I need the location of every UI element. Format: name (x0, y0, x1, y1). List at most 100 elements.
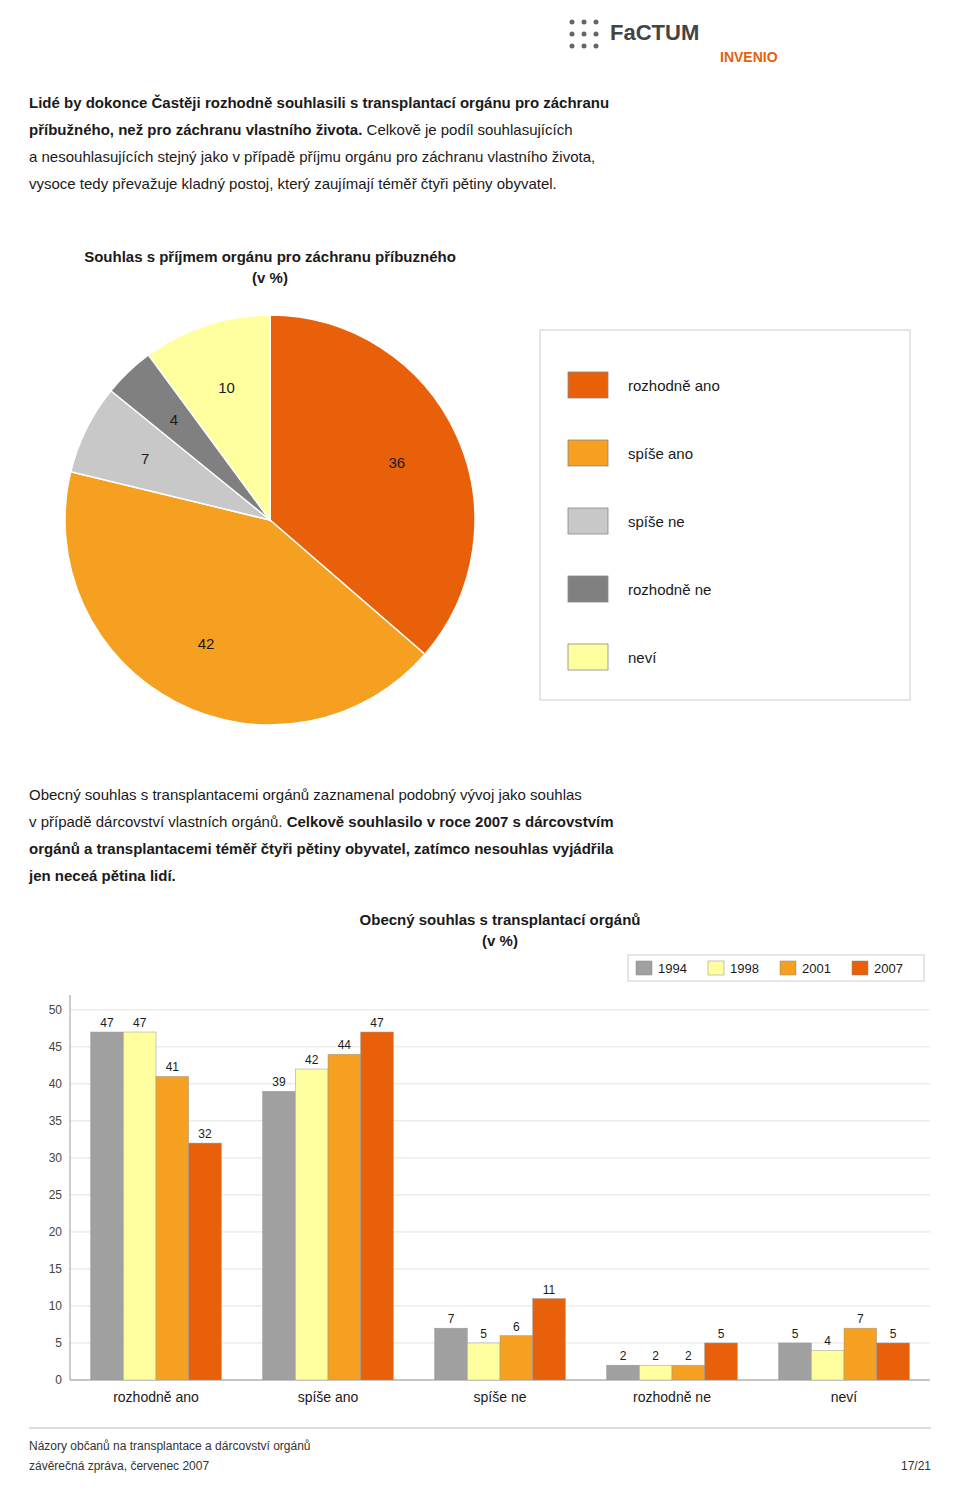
y-tick-label: 0 (55, 1373, 62, 1387)
bar-legend-frame (628, 955, 924, 981)
bar (533, 1299, 566, 1380)
pie-data-label: 42 (198, 635, 215, 652)
bar (328, 1054, 361, 1380)
pie-legend-swatch (568, 644, 608, 670)
grid-line (70, 1046, 930, 1047)
y-ticks: 05101520253035404550 (49, 1003, 63, 1387)
bar (639, 1365, 672, 1380)
bar (295, 1069, 328, 1380)
bar-data-label: 42 (305, 1053, 319, 1067)
middle-normal: v případě dárcovství vlastních orgánů. (29, 813, 282, 830)
bar-data-label: 11 (543, 1283, 556, 1297)
logo-dot (594, 44, 599, 49)
bar-subtitle: (v %) (482, 932, 518, 949)
bar-data-label: 6 (513, 1320, 520, 1334)
pie-wedge (148, 315, 270, 520)
bar-data-label: 7 (448, 1312, 455, 1326)
logo-dot (570, 20, 575, 25)
bar (705, 1343, 738, 1380)
bar-data-label: 2 (652, 1349, 659, 1363)
bar (435, 1328, 468, 1380)
bar-data-label: 41 (166, 1060, 180, 1074)
header-line: a nesouhlasujících stejný jako v případě… (29, 148, 595, 165)
y-tick-label: 35 (49, 1114, 63, 1128)
pie-legend-swatch (568, 576, 608, 602)
bar (779, 1343, 812, 1380)
bar-legend-swatch (780, 961, 796, 975)
pie-title: Souhlas s příjmem orgánu pro záchranu př… (84, 248, 456, 265)
bar-legend-swatch (708, 961, 724, 975)
pie-legend: rozhodně ano spíše ano spíše ne rozhodně ne… (540, 330, 910, 700)
bar-data-label: 39 (272, 1075, 286, 1089)
page-number: 17/21 (901, 1459, 931, 1473)
pie-legend-frame (540, 330, 910, 700)
pie-legend-swatch (568, 440, 608, 466)
bar-legend-swatch (636, 961, 652, 975)
header-line: vysoce tedy převažuje kladný postoj, kte… (29, 175, 557, 192)
bar (361, 1032, 394, 1380)
bar-data-label: 47 (370, 1016, 384, 1030)
middle-line: v případě dárcovství vlastních orgánů. C… (29, 813, 613, 830)
bar-data-label: 47 (100, 1016, 114, 1030)
middle-text: Obecný souhlas s transplantacemi orgánů … (28, 786, 614, 884)
footer-line: Názory občanů na transplantace a dárcovs… (29, 1439, 311, 1453)
pie-data-label: 36 (388, 454, 405, 471)
pie-legend-label: neví (628, 649, 657, 666)
header-bold: příbužného, než pro záchranu vlastního ž… (29, 121, 362, 138)
x-tick-label: spíše ano (298, 1389, 359, 1405)
x-tick-label: neví (831, 1389, 858, 1405)
bar-legend-label: 2007 (874, 961, 903, 976)
bar-data-label: 2 (685, 1349, 692, 1363)
bar (844, 1328, 877, 1380)
bar-title: Obecný souhlas s transplantací orgánů (360, 911, 641, 928)
bar (811, 1350, 844, 1380)
pie-subtitle: (v %) (252, 269, 288, 286)
bar (123, 1032, 156, 1380)
bar-chart: Obecný souhlas s transplantací orgánů (v … (49, 911, 930, 1405)
bar-data-label: 4 (824, 1334, 831, 1348)
middle-bold: Celkově souhlasilo v roce 2007 s dárcovs… (282, 813, 613, 830)
bar-legend-label: 2001 (802, 961, 831, 976)
middle-line: Obecný souhlas s transplantacemi orgánů … (29, 786, 582, 803)
pie-labels: 36427410 (141, 379, 405, 652)
bar-data-label: 5 (792, 1327, 799, 1341)
bar (500, 1336, 533, 1380)
y-tick-label: 25 (49, 1188, 63, 1202)
pie-legend-label: rozhodně ne (628, 581, 711, 598)
bar-data-label: 44 (338, 1038, 352, 1052)
bar-legend: 1994 1998 2001 2007 (628, 955, 924, 981)
bar-data-label: 32 (198, 1127, 212, 1141)
pie-legend-label: spíše ne (628, 513, 685, 530)
bar (156, 1076, 189, 1380)
bar-legend-label: 1994 (658, 961, 687, 976)
bar-data-label: 47 (133, 1016, 147, 1030)
bar-data-labels: 47397254742524414462732471155 (100, 1016, 896, 1363)
footer-line: závěrečná zpráva, červenec 2007 (29, 1459, 209, 1473)
pie-legend-swatch (568, 508, 608, 534)
pie-legend-label: spíše ano (628, 445, 693, 462)
bar (91, 1032, 124, 1380)
y-tick-label: 10 (49, 1299, 63, 1313)
header-line: příbužného, než pro záchranu vlastního ž… (29, 121, 573, 138)
background (0, 0, 960, 1504)
bar-legend-label: 1998 (730, 961, 759, 976)
bar-legend-swatch (852, 961, 868, 975)
x-tick-label: rozhodně ne (633, 1389, 711, 1405)
bar (877, 1343, 910, 1380)
bar (672, 1365, 705, 1380)
logo-dot (570, 32, 575, 37)
y-tick-label: 45 (49, 1040, 63, 1054)
x-tick-label: rozhodně ano (113, 1389, 199, 1405)
logo-title: FaCTUM (610, 20, 699, 45)
grid-line (70, 1120, 930, 1121)
pie-legend-label: rozhodně ano (628, 377, 720, 394)
bar (263, 1091, 296, 1380)
grid-line (70, 1009, 930, 1010)
logo-dot (594, 20, 599, 25)
footer-rule (29, 1428, 931, 1429)
bar (467, 1343, 500, 1380)
bar (189, 1143, 222, 1380)
pie-data-label: 10 (218, 379, 235, 396)
logo-dot (582, 44, 587, 49)
y-axis-line (70, 995, 71, 1380)
